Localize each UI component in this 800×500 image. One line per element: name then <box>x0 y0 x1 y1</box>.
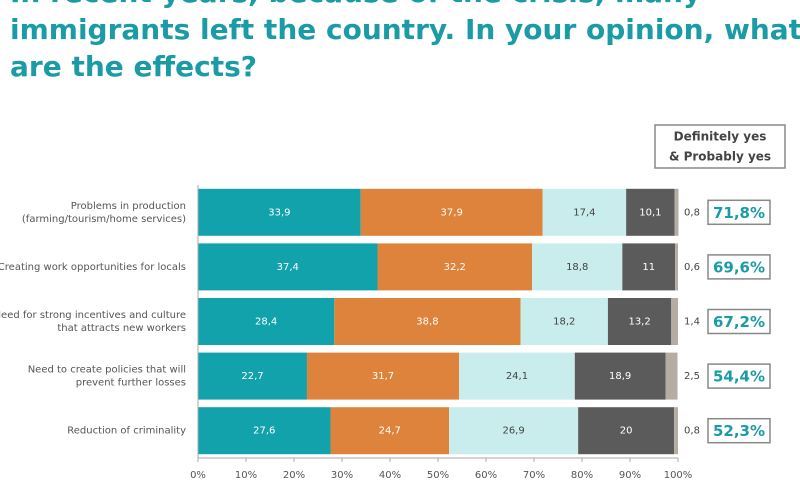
category-label: prevent further losses <box>76 378 186 389</box>
bar-segment <box>306 352 460 400</box>
total-label: 71,8% <box>713 204 765 222</box>
bar-segment <box>665 352 678 400</box>
bar-segment <box>330 407 450 455</box>
x-tick-label: 30% <box>331 470 353 481</box>
totals-header: & Probably yes <box>669 150 771 164</box>
value-label: 27,6 <box>253 426 275 437</box>
bar-segment <box>671 298 678 345</box>
value-label: 24,1 <box>506 371 528 382</box>
value-label: 11 <box>642 262 655 273</box>
value-label: 32,2 <box>444 262 466 273</box>
value-label: 26,9 <box>502 426 524 437</box>
bar-segment <box>532 243 623 291</box>
value-label: 37,4 <box>277 262 299 273</box>
bar-segment <box>520 298 608 345</box>
value-label: 1,4 <box>684 317 700 328</box>
bar-segment <box>377 243 533 291</box>
x-tick-label: 90% <box>619 470 641 481</box>
category-label: Reduction of criminality <box>67 426 186 437</box>
bar-segment <box>578 407 675 455</box>
total-box <box>707 199 771 226</box>
value-label: 13,2 <box>628 317 650 328</box>
bar-segment <box>198 407 331 455</box>
x-tick-label: 100% <box>664 470 693 481</box>
category-label: Problems in production <box>71 201 186 212</box>
value-label: 20 <box>620 426 633 437</box>
value-label: 24,7 <box>379 426 401 437</box>
x-tick-label: 20% <box>283 470 305 481</box>
value-label: 2,5 <box>684 371 700 382</box>
total-box <box>707 254 771 280</box>
bar-segment <box>449 407 579 455</box>
bar-segment <box>198 188 361 236</box>
bar-segment <box>360 188 543 236</box>
totals-header-box <box>654 124 786 169</box>
value-label: 31,7 <box>372 371 394 382</box>
value-label: 0,6 <box>684 262 700 273</box>
bar-segment <box>459 352 575 400</box>
x-tick-label: 50% <box>427 470 449 481</box>
bar-segment <box>574 352 666 400</box>
value-label: 18,2 <box>553 317 575 328</box>
category-label: Need to create policies that will <box>28 365 186 376</box>
chart-title: immigrants left the country. In your opi… <box>10 13 800 46</box>
category-label: Need for strong incentives and culture <box>0 310 186 321</box>
value-label: 37,9 <box>441 207 463 218</box>
value-label: 28,4 <box>255 317 277 328</box>
value-label: 17,4 <box>573 207 595 218</box>
category-label: Creating work opportunities for locals <box>0 262 186 273</box>
value-label: 38,8 <box>416 317 438 328</box>
bar-segment <box>198 298 335 345</box>
total-box <box>707 308 771 335</box>
total-label: 54,4% <box>713 368 765 386</box>
totals-header: Definitely yes <box>674 130 767 144</box>
value-label: 33,9 <box>268 207 290 218</box>
x-tick-label: 70% <box>523 470 545 481</box>
bar-segment <box>626 188 675 236</box>
value-label: 0,8 <box>684 426 700 437</box>
category-label: (farming/tourism/home services) <box>22 214 186 225</box>
bar-segment <box>622 243 676 291</box>
total-label: 52,3% <box>713 422 765 440</box>
x-tick-label: 80% <box>571 470 593 481</box>
total-label: 69,6% <box>713 258 765 276</box>
total-box <box>707 363 771 389</box>
bar-segment <box>542 188 627 236</box>
x-tick-label: 10% <box>235 470 257 481</box>
chart-title: are the effects? <box>10 50 257 83</box>
x-tick-label: 60% <box>475 470 497 481</box>
bar-segment <box>198 243 378 291</box>
value-label: 10,1 <box>639 207 661 218</box>
bar-segment <box>198 352 307 400</box>
value-label: 22,7 <box>241 371 263 382</box>
bar-segment <box>674 188 679 236</box>
x-tick-label: 0% <box>190 470 206 481</box>
total-box <box>707 417 771 444</box>
bar-segment <box>334 298 521 345</box>
chart-title: In recent years, because of the crisis, … <box>10 0 701 9</box>
value-label: 18,9 <box>609 371 631 382</box>
category-label: that attracts new workers <box>57 323 186 334</box>
value-label: 0,8 <box>684 207 700 218</box>
bar-segment <box>675 243 678 291</box>
total-label: 67,2% <box>713 313 765 331</box>
x-tick-label: 40% <box>379 470 401 481</box>
value-label: 18,8 <box>566 262 588 273</box>
bar-segment <box>674 407 678 455</box>
bar-segment <box>607 298 672 345</box>
